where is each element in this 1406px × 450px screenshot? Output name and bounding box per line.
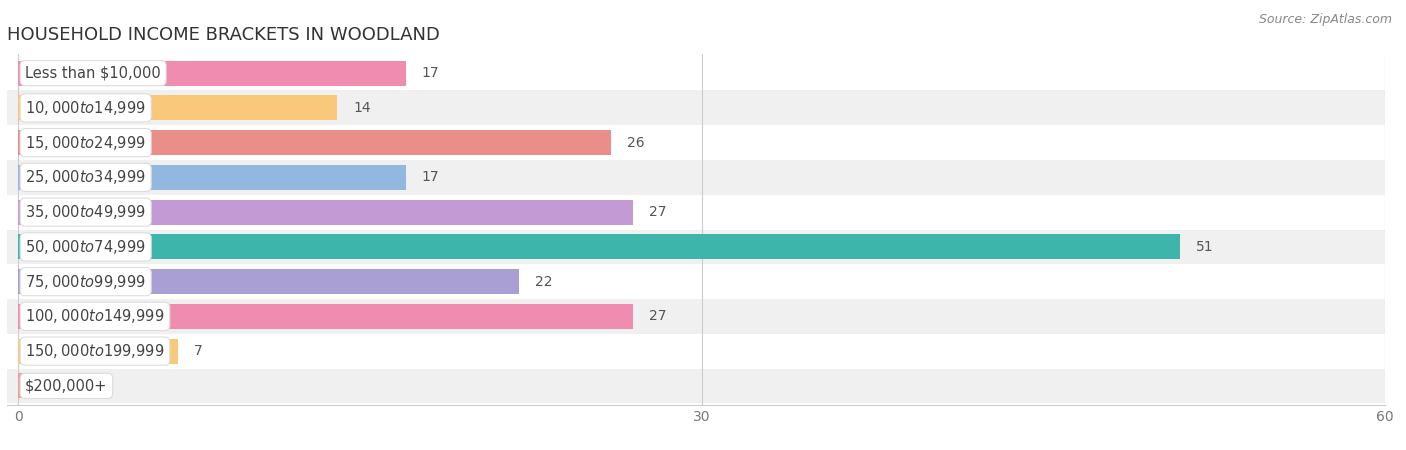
Text: $35,000 to $49,999: $35,000 to $49,999 xyxy=(25,203,146,221)
Bar xyxy=(18,130,610,155)
Text: $50,000 to $74,999: $50,000 to $74,999 xyxy=(25,238,146,256)
Text: 17: 17 xyxy=(422,171,439,184)
Bar xyxy=(0,264,1406,299)
Bar xyxy=(18,304,633,329)
Bar xyxy=(0,56,1406,90)
Bar xyxy=(18,200,633,225)
Text: 26: 26 xyxy=(627,135,644,149)
Bar xyxy=(0,125,1406,160)
Text: $200,000+: $200,000+ xyxy=(25,378,108,393)
Text: Source: ZipAtlas.com: Source: ZipAtlas.com xyxy=(1258,14,1392,27)
Bar xyxy=(18,165,405,190)
Bar xyxy=(18,338,177,364)
Bar xyxy=(0,334,1406,369)
Text: $75,000 to $99,999: $75,000 to $99,999 xyxy=(25,273,146,291)
Text: $15,000 to $24,999: $15,000 to $24,999 xyxy=(25,134,146,152)
Text: 51: 51 xyxy=(1197,240,1213,254)
Text: Less than $10,000: Less than $10,000 xyxy=(25,66,162,81)
Bar xyxy=(0,195,1406,230)
Bar xyxy=(0,369,1406,403)
Bar xyxy=(0,230,1406,264)
Bar xyxy=(18,269,519,294)
Bar xyxy=(18,61,405,86)
Bar xyxy=(0,299,1406,334)
Text: 27: 27 xyxy=(650,310,666,324)
Text: HOUSEHOLD INCOME BRACKETS IN WOODLAND: HOUSEHOLD INCOME BRACKETS IN WOODLAND xyxy=(7,26,440,44)
Text: 14: 14 xyxy=(353,101,371,115)
Bar xyxy=(18,374,41,398)
Text: $100,000 to $149,999: $100,000 to $149,999 xyxy=(25,307,165,325)
Text: 7: 7 xyxy=(194,344,202,358)
Bar xyxy=(0,90,1406,125)
Text: 22: 22 xyxy=(536,274,553,288)
Text: $25,000 to $34,999: $25,000 to $34,999 xyxy=(25,168,146,186)
Bar xyxy=(18,234,1180,259)
Text: 17: 17 xyxy=(422,66,439,80)
Text: $150,000 to $199,999: $150,000 to $199,999 xyxy=(25,342,165,360)
Text: $10,000 to $14,999: $10,000 to $14,999 xyxy=(25,99,146,117)
Bar xyxy=(18,95,337,121)
Text: 1: 1 xyxy=(58,379,66,393)
Bar xyxy=(0,160,1406,195)
Text: 27: 27 xyxy=(650,205,666,219)
